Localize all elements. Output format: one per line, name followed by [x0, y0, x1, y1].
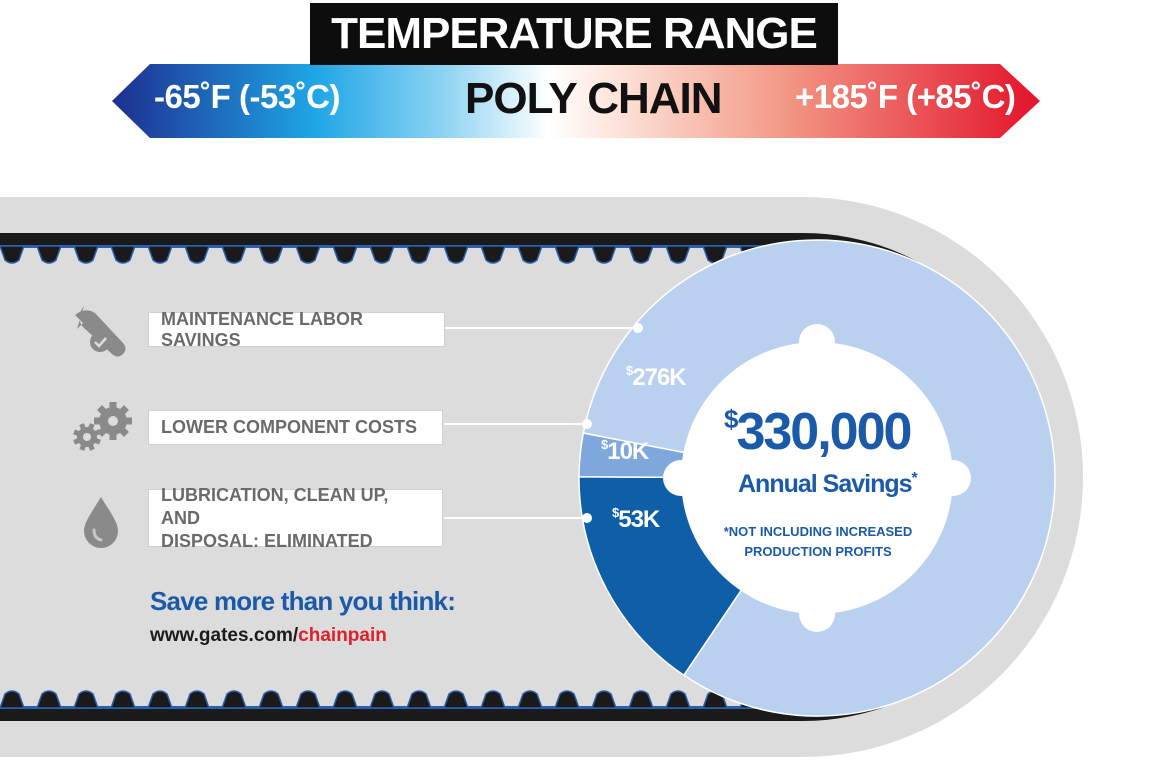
currency-symbol: $ [724, 404, 739, 434]
currency-symbol: $ [612, 505, 619, 520]
cta-text: Save more than you think: [150, 586, 456, 616]
gear-tooth [94, 417, 102, 425]
url-highlight: chainpain [298, 625, 387, 646]
belt-tooth [0, 690, 26, 709]
belt-tooth [183, 690, 211, 709]
gear-tooth [109, 432, 117, 440]
belt-tooth [109, 245, 137, 264]
footnote: *NOT INCLUDING INCREASED PRODUCTION PROFI… [723, 524, 913, 559]
belt-tooth [479, 690, 507, 709]
belt-tooth [146, 690, 174, 709]
currency-symbol: $ [626, 363, 633, 378]
belt-tooth [664, 245, 692, 264]
belt-tooth [331, 690, 359, 709]
item-lubrication-line1: LUBRICATION, CLEAN UP, AND [161, 484, 389, 528]
belt-tooth [294, 690, 322, 709]
belt-tooth [442, 245, 470, 264]
item-lubrication-line2: DISPOSAL: ELIMINATED [161, 530, 373, 551]
belt-tooth [0, 245, 26, 264]
gear-tooth [87, 443, 95, 451]
gears-icon [73, 402, 132, 451]
belt-tooth [183, 245, 211, 264]
belt-tooth [294, 245, 322, 264]
gear-tooth [118, 426, 129, 437]
slice-label-maintenance: $276K [626, 363, 687, 391]
item-maintenance-labor: MAINTENANCE LABOR SAVINGS [149, 309, 444, 350]
gear-tooth [97, 405, 108, 416]
belt-tooth [72, 690, 100, 709]
website-link[interactable]: www.gates.com/chainpain [150, 625, 387, 647]
page-title: TEMPERATURE RANGE [310, 3, 838, 65]
belt-tooth [35, 245, 63, 264]
belt-tooth [35, 690, 63, 709]
gear-tooth [87, 423, 95, 431]
belt-tooth [257, 690, 285, 709]
gear-tooth [79, 443, 87, 451]
slice-label-lubrication: $53K [612, 505, 660, 533]
belt-tooth [405, 690, 433, 709]
belt-tooth [627, 690, 655, 709]
total-savings: $330,000 [724, 403, 912, 461]
belt-tooth [146, 245, 174, 264]
belt-tooth [627, 245, 655, 264]
wrench-check-icon [75, 306, 126, 357]
belt-tooth [220, 690, 248, 709]
gear-tooth [73, 429, 81, 437]
belt-tooth [331, 245, 359, 264]
item-component-costs: LOWER COMPONENT COSTS [149, 411, 442, 444]
gear-tooth [109, 402, 117, 410]
item-lubrication: LUBRICATION, CLEAN UP, AND DISPOSAL: ELIM… [149, 485, 442, 551]
url-base: www.gates.com/ [150, 625, 299, 646]
gear-tooth [93, 437, 101, 445]
annual-savings-caption: Annual Savings* [738, 470, 918, 498]
asterisk: * [911, 470, 918, 487]
belt-tooth [553, 245, 581, 264]
belt-tooth [516, 690, 544, 709]
product-name: POLY CHAIN [465, 74, 723, 123]
high-temperature-label: +185˚F (+85˚C) [795, 78, 1016, 115]
belt-tooth [553, 690, 581, 709]
gear-tooth [118, 405, 129, 416]
belt-tooth [664, 690, 692, 709]
gear-tooth [73, 437, 81, 445]
belt-tooth [405, 245, 433, 264]
slice-label-components: $10K [601, 437, 649, 465]
temperature-range-arrow [112, 64, 1040, 138]
belt-tooth [220, 245, 248, 264]
belt-tooth [368, 690, 396, 709]
center-disc [663, 324, 971, 632]
leader-dot-lubrication [582, 513, 592, 523]
belt-tooth [257, 245, 285, 264]
belt-tooth [516, 245, 544, 264]
temperature-gradient-band [112, 64, 1040, 138]
gear-tooth [93, 429, 101, 437]
currency-symbol: $ [601, 437, 608, 452]
leader-dot-maintenance [633, 323, 643, 333]
belt-tooth [442, 690, 470, 709]
belt-tooth [479, 245, 507, 264]
gear-tooth [124, 417, 132, 425]
belt-tooth [72, 245, 100, 264]
low-temperature-label: -65˚F (-53˚C) [154, 78, 341, 115]
gear-tooth [79, 423, 87, 431]
belt-tooth [109, 690, 137, 709]
belt-tooth [590, 690, 618, 709]
belt-tooth [590, 245, 618, 264]
leader-dot-components [582, 419, 592, 429]
belt-tooth [368, 245, 396, 264]
oil-drop-icon [84, 497, 118, 548]
